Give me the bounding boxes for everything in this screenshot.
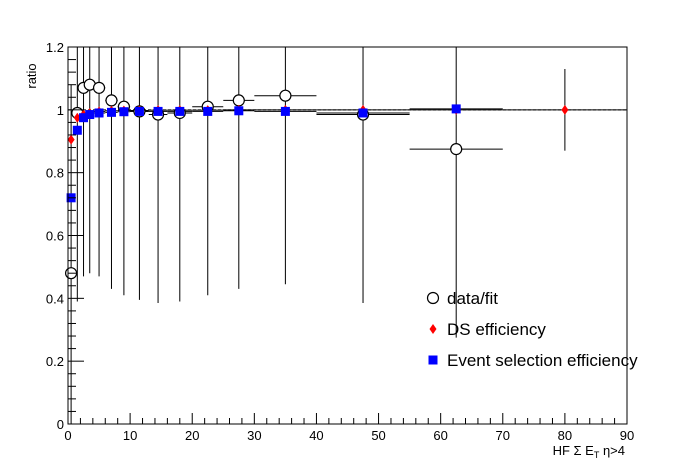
y-tick-label: 1 (57, 103, 64, 118)
y-tick-label: 0.4 (46, 291, 64, 306)
y-tick-label: 0.8 (46, 166, 64, 181)
marker-filled-square-1 (72, 125, 82, 135)
x-tick-label: 40 (309, 428, 323, 443)
marker-filled-square-13 (358, 108, 368, 118)
marker-open-circle-5 (105, 94, 118, 107)
x-tick-label: 0 (64, 428, 71, 443)
x-tick-label: 30 (247, 428, 261, 443)
marker-filled-square-9 (175, 106, 185, 116)
x-axis-label-suffix: η>4 (599, 443, 625, 458)
marker-filled-square-10 (203, 106, 213, 116)
y-tick-label: 0.6 (46, 229, 64, 244)
marker-filled-square-8 (153, 106, 163, 116)
marker-filled-square-2 (79, 113, 89, 123)
axis-ticks (67, 46, 628, 425)
axis-tick-labels: 0 10 20 30 40 50 60 70 80 90 0 0.2 0.4 0.6 0.8 1 1.2 (46, 40, 634, 443)
legend-marker-filled-square (428, 355, 438, 365)
legend-entry-label: Event selection efficiency (447, 351, 638, 370)
marker-open-circle-11 (232, 94, 245, 107)
marker-filled-square-6 (119, 107, 129, 117)
x-tick-label: 50 (371, 428, 385, 443)
x-tick-label: 10 (123, 428, 137, 443)
data-markers (65, 78, 569, 280)
y-axis-label: ratio (24, 63, 39, 88)
marker-open-circle-4 (92, 81, 106, 94)
legend-entry-label: data/fit (447, 289, 498, 308)
x-tick-label: 70 (496, 428, 510, 443)
legend: data/fit DS efficiency Event selection eff… (426, 289, 638, 370)
marker-filled-square-5 (106, 107, 116, 117)
marker-filled-square-12 (280, 106, 290, 116)
x-axis-label: HF Σ ET η>4 (553, 443, 625, 460)
marker-filled-square-4 (94, 108, 104, 118)
error-bar-vertical-lines (70, 47, 566, 424)
marker-filled-square-11 (234, 106, 244, 116)
marker-filled-square-14 (451, 104, 461, 114)
y-tick-label: 0.2 (46, 354, 64, 369)
x-axis-label-subscript: T (594, 450, 600, 460)
legend-marker-open-circle (426, 291, 440, 305)
x-tick-label: 90 (620, 428, 634, 443)
x-tick-label: 20 (185, 428, 199, 443)
y-tick-label: 1.2 (46, 40, 64, 55)
x-axis-label-main: HF Σ E (553, 443, 595, 458)
marker-open-circle-14 (450, 143, 463, 156)
marker-filled-square-7 (134, 106, 144, 116)
x-tick-label: 60 (433, 428, 447, 443)
legend-entry-label: DS efficiency (447, 320, 546, 339)
marker-diamond-0 (67, 134, 75, 145)
x-tick-label: 80 (558, 428, 572, 443)
marker-filled-square-3 (85, 110, 95, 120)
marker-diamond-15 (561, 104, 569, 115)
legend-marker-diamond (429, 324, 437, 334)
marker-open-circle-12 (279, 89, 292, 102)
y-tick-label: 0 (57, 417, 64, 432)
